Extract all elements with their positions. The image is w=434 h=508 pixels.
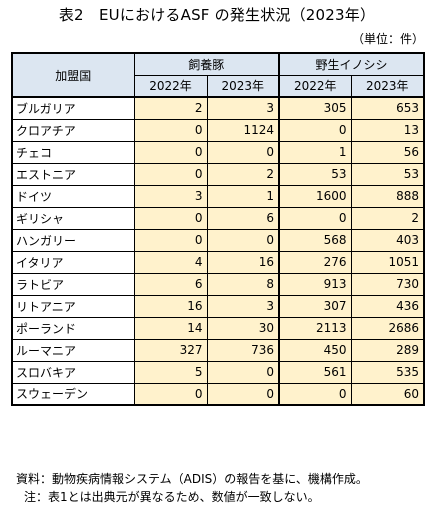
header-group-wild-boar: 野生イノシシ bbox=[278, 52, 426, 76]
farm-2022-cell: 16 bbox=[133, 294, 208, 318]
farm-2022-cell: 5 bbox=[133, 360, 208, 384]
header-country: 加盟国 bbox=[11, 52, 135, 98]
wild-2023-cell: 653 bbox=[350, 96, 426, 120]
table-row: ルーマニア 327 736 450 289 bbox=[11, 338, 426, 362]
table-row: スロバキア 5 0 561 535 bbox=[11, 360, 426, 384]
farm-2023-cell: 16 bbox=[206, 250, 280, 274]
farm-2022-cell: 2 bbox=[133, 96, 208, 120]
wild-2023-cell: 2686 bbox=[350, 316, 426, 340]
wild-2022-cell: 561 bbox=[278, 360, 352, 384]
header-year-wild-2022: 2022年 bbox=[278, 74, 352, 98]
farm-2023-cell: 6 bbox=[206, 206, 280, 230]
header-year-farm-2023: 2023年 bbox=[206, 74, 280, 98]
wild-2023-cell: 289 bbox=[350, 338, 426, 362]
wild-2022-cell: 0 bbox=[278, 118, 352, 142]
farm-2022-cell: 0 bbox=[133, 162, 208, 186]
asf-outbreak-table: 加盟国 飼養豚 野生イノシシ 2022年 2023年 2022年 2023年 ブ… bbox=[11, 52, 426, 406]
source-note: 資料：動物疾病情報システム（ADIS）の報告を基に、機構作成。 bbox=[16, 472, 368, 486]
table-row: ポーランド 14 30 2113 2686 bbox=[11, 316, 426, 340]
farm-2022-cell: 0 bbox=[133, 206, 208, 230]
footnote: 注：表1とは出典元が異なるため、数値が一致しない。 bbox=[24, 490, 320, 504]
country-cell: エストニア bbox=[11, 162, 135, 186]
wild-2022-cell: 0 bbox=[278, 382, 352, 406]
country-cell: ブルガリア bbox=[11, 96, 135, 120]
country-cell: ルーマニア bbox=[11, 338, 135, 362]
table-row: ギリシャ 0 6 0 2 bbox=[11, 206, 426, 230]
farm-2022-cell: 0 bbox=[133, 228, 208, 252]
country-cell: スウェーデン bbox=[11, 382, 135, 406]
farm-2023-cell: 1124 bbox=[206, 118, 280, 142]
country-cell: スロバキア bbox=[11, 360, 135, 384]
country-cell: チェコ bbox=[11, 140, 135, 164]
table-row: ドイツ 3 1 1600 888 bbox=[11, 184, 426, 208]
wild-2022-cell: 913 bbox=[278, 272, 352, 296]
wild-2023-cell: 60 bbox=[350, 382, 426, 406]
farm-2023-cell: 2 bbox=[206, 162, 280, 186]
wild-2023-cell: 1051 bbox=[350, 250, 426, 274]
country-cell: クロアチア bbox=[11, 118, 135, 142]
wild-2022-cell: 2113 bbox=[278, 316, 352, 340]
farm-2023-cell: 8 bbox=[206, 272, 280, 296]
farm-2023-cell: 736 bbox=[206, 338, 280, 362]
farm-2022-cell: 0 bbox=[133, 140, 208, 164]
country-cell: ギリシャ bbox=[11, 206, 135, 230]
wild-2023-cell: 888 bbox=[350, 184, 426, 208]
farm-2023-cell: 3 bbox=[206, 96, 280, 120]
table-row: クロアチア 0 1124 0 13 bbox=[11, 118, 426, 142]
country-cell: イタリア bbox=[11, 250, 135, 274]
wild-2023-cell: 535 bbox=[350, 360, 426, 384]
wild-2022-cell: 1 bbox=[278, 140, 352, 164]
farm-2023-cell: 0 bbox=[206, 360, 280, 384]
farm-2022-cell: 0 bbox=[133, 382, 208, 406]
wild-2023-cell: 13 bbox=[350, 118, 426, 142]
country-cell: ドイツ bbox=[11, 184, 135, 208]
wild-2022-cell: 307 bbox=[278, 294, 352, 318]
farm-2022-cell: 4 bbox=[133, 250, 208, 274]
table-row: ハンガリー 0 0 568 403 bbox=[11, 228, 426, 252]
wild-2023-cell: 403 bbox=[350, 228, 426, 252]
country-cell: ハンガリー bbox=[11, 228, 135, 252]
farm-2022-cell: 327 bbox=[133, 338, 208, 362]
table-row: チェコ 0 0 1 56 bbox=[11, 140, 426, 164]
table-row: ブルガリア 2 3 305 653 bbox=[11, 96, 426, 120]
table-row: スウェーデン 0 0 0 60 bbox=[11, 382, 426, 406]
wild-2022-cell: 450 bbox=[278, 338, 352, 362]
wild-2023-cell: 730 bbox=[350, 272, 426, 296]
table-row: リトアニア 16 3 307 436 bbox=[11, 294, 426, 318]
country-cell: ポーランド bbox=[11, 316, 135, 340]
farm-2022-cell: 0 bbox=[133, 118, 208, 142]
wild-2022-cell: 305 bbox=[278, 96, 352, 120]
table-title: 表2 EUにおけるASF の発生状況（2023年） bbox=[58, 6, 376, 24]
country-cell: リトアニア bbox=[11, 294, 135, 318]
wild-2023-cell: 2 bbox=[350, 206, 426, 230]
unit-label: （単位：件） bbox=[351, 32, 424, 46]
wild-2023-cell: 56 bbox=[350, 140, 426, 164]
farm-2023-cell: 0 bbox=[206, 228, 280, 252]
wild-2022-cell: 1600 bbox=[278, 184, 352, 208]
country-cell: ラトビア bbox=[11, 272, 135, 296]
farm-2022-cell: 6 bbox=[133, 272, 208, 296]
farm-2023-cell: 30 bbox=[206, 316, 280, 340]
table-row: ラトビア 6 8 913 730 bbox=[11, 272, 426, 296]
farm-2022-cell: 3 bbox=[133, 184, 208, 208]
farm-2023-cell: 1 bbox=[206, 184, 280, 208]
header-year-farm-2022: 2022年 bbox=[133, 74, 208, 98]
wild-2022-cell: 276 bbox=[278, 250, 352, 274]
wild-2022-cell: 53 bbox=[278, 162, 352, 186]
header-group-farm-pigs: 飼養豚 bbox=[133, 52, 280, 76]
farm-2023-cell: 0 bbox=[206, 382, 280, 406]
farm-2022-cell: 14 bbox=[133, 316, 208, 340]
wild-2023-cell: 53 bbox=[350, 162, 426, 186]
wild-2023-cell: 436 bbox=[350, 294, 426, 318]
table-row: エストニア 0 2 53 53 bbox=[11, 162, 426, 186]
table-row: イタリア 4 16 276 1051 bbox=[11, 250, 426, 274]
wild-2022-cell: 0 bbox=[278, 206, 352, 230]
header-year-wild-2023: 2023年 bbox=[350, 74, 426, 98]
wild-2022-cell: 568 bbox=[278, 228, 352, 252]
farm-2023-cell: 3 bbox=[206, 294, 280, 318]
notes-block: 資料：動物疾病情報システム（ADIS）の報告を基に、機構作成。 注：表1とは出典… bbox=[16, 470, 368, 506]
farm-2023-cell: 0 bbox=[206, 140, 280, 164]
